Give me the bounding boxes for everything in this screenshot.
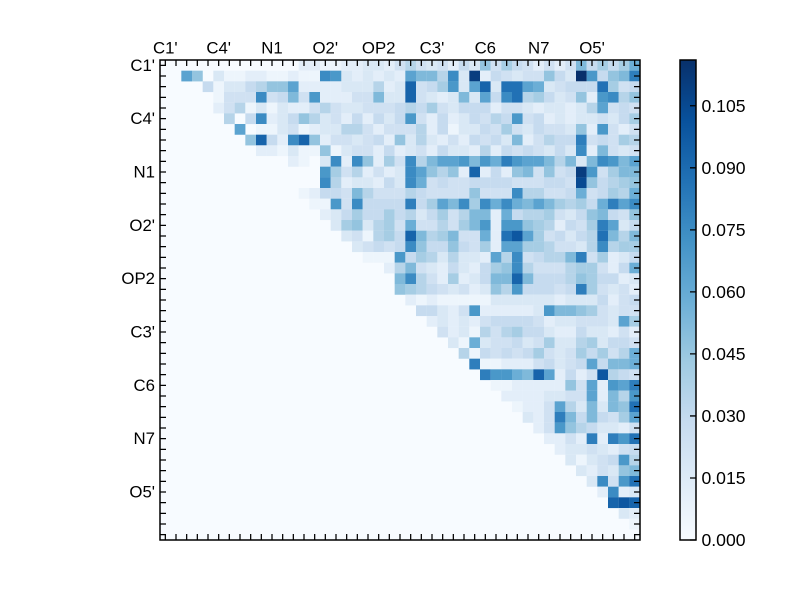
svg-text:O2': O2' xyxy=(129,216,155,235)
svg-text:N7: N7 xyxy=(134,429,155,448)
svg-text:0.000: 0.000 xyxy=(702,530,746,550)
svg-text:C1': C1' xyxy=(130,56,155,75)
svg-text:C4': C4' xyxy=(206,39,231,58)
svg-text:0.105: 0.105 xyxy=(702,96,746,116)
svg-text:N7: N7 xyxy=(528,39,549,58)
svg-text:0.075: 0.075 xyxy=(702,220,746,240)
svg-text:0.015: 0.015 xyxy=(702,468,746,488)
svg-text:OP2: OP2 xyxy=(362,39,396,58)
svg-text:N1: N1 xyxy=(134,163,155,182)
svg-text:OP2: OP2 xyxy=(121,269,155,288)
svg-text:C3': C3' xyxy=(130,323,155,342)
svg-text:0.030: 0.030 xyxy=(702,406,746,426)
svg-text:C6: C6 xyxy=(134,376,155,395)
svg-text:0.060: 0.060 xyxy=(702,282,746,302)
svg-text:C6: C6 xyxy=(475,39,496,58)
svg-text:O5': O5' xyxy=(579,39,605,58)
svg-text:O2': O2' xyxy=(313,39,339,58)
svg-text:C4': C4' xyxy=(130,109,155,128)
svg-text:0.045: 0.045 xyxy=(702,344,746,364)
svg-text:C3': C3' xyxy=(420,39,445,58)
svg-text:C1': C1' xyxy=(153,39,178,58)
svg-text:O5': O5' xyxy=(129,483,155,502)
svg-text:0.090: 0.090 xyxy=(702,158,746,178)
svg-text:N1: N1 xyxy=(261,39,282,58)
